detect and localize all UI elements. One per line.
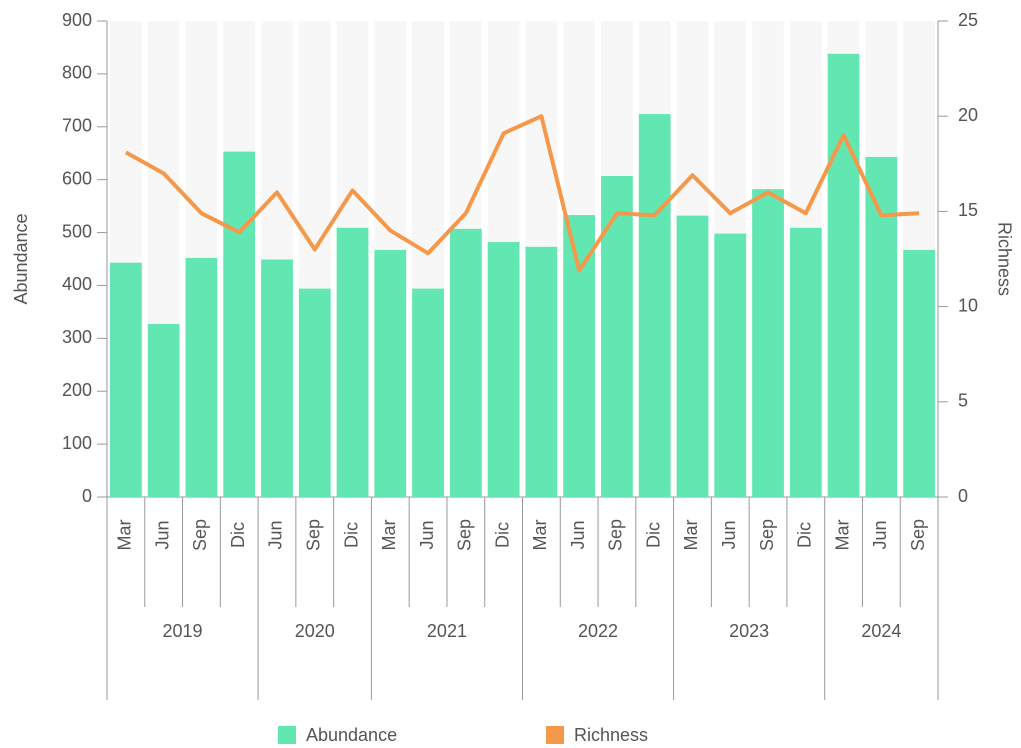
group-label: 2023 (729, 621, 769, 641)
bar (185, 257, 218, 497)
y-tick-label: 600 (62, 168, 92, 188)
bar (827, 53, 860, 498)
bar (903, 250, 935, 497)
y-tick-label: 0 (82, 486, 92, 506)
x-tick-label: Dic (643, 522, 663, 548)
x-tick-label: Dic (795, 522, 815, 548)
x-tick-label: Sep (908, 519, 928, 551)
bar (676, 215, 709, 497)
bar (223, 151, 256, 497)
x-tick-label: Mar (681, 519, 701, 550)
bar (336, 227, 369, 497)
x-tick-label: Jun (152, 520, 172, 549)
bar (525, 246, 558, 497)
x-tick-label: Sep (757, 519, 777, 551)
x-tick-label: Dic (492, 522, 512, 548)
bar (487, 242, 520, 497)
y-tick-label: 500 (62, 221, 92, 241)
y-tick-label: 200 (62, 380, 92, 400)
bar (110, 262, 142, 497)
group-label: 2021 (427, 621, 467, 641)
bar (147, 324, 180, 497)
group-label: 2019 (163, 621, 203, 641)
y-tick-label: 400 (62, 274, 92, 294)
bar (374, 250, 407, 497)
group-label: 2024 (861, 621, 901, 641)
line (124, 114, 920, 273)
x-tick-label: Jun (568, 520, 588, 549)
x-tick-label: Jun (870, 520, 890, 549)
x-tick-label: Jun (266, 520, 286, 549)
group-label: 2022 (578, 621, 618, 641)
y2-tick-label: 0 (958, 486, 968, 506)
y-tick-label: 700 (62, 116, 92, 136)
bar (261, 259, 293, 497)
x-tick-label: Sep (304, 519, 324, 551)
x-tick-label: Mar (832, 519, 852, 550)
bar (638, 114, 671, 497)
legend-label: Richness (574, 725, 648, 745)
y2-tick-label: 15 (958, 200, 978, 220)
y2-tick-label: 5 (958, 391, 968, 411)
bar (789, 227, 822, 497)
x-tick-label: Mar (115, 519, 135, 550)
bar (752, 189, 784, 498)
bar (601, 175, 633, 497)
bar (714, 233, 747, 497)
bar (865, 156, 898, 497)
bar (298, 288, 331, 497)
legend-label: Abundance (306, 725, 397, 745)
group-label: 2020 (295, 621, 335, 641)
y-tick-label: 800 (62, 63, 92, 83)
legend-swatch (546, 726, 564, 744)
y2-tick-label: 10 (958, 295, 978, 315)
y-tick-label: 100 (62, 433, 92, 453)
x-tick-label: Sep (190, 519, 210, 551)
x-tick-label: Jun (417, 520, 437, 549)
y-axis-label: Abundance (11, 213, 31, 304)
bar (449, 228, 482, 497)
bar (563, 215, 596, 497)
y2-axis-label: Richness (994, 222, 1014, 296)
x-tick-label: Dic (228, 522, 248, 548)
x-tick-label: Dic (341, 522, 361, 548)
x-tick-label: Sep (455, 519, 475, 551)
x-tick-label: Mar (379, 519, 399, 550)
x-tick-label: Sep (606, 519, 626, 551)
x-tick-label: Mar (530, 519, 550, 550)
y-tick-label: 900 (62, 10, 92, 30)
x-tick-label: Jun (719, 520, 739, 549)
y2-tick-label: 20 (958, 105, 978, 125)
y-tick-label: 300 (62, 327, 92, 347)
y2-tick-label: 25 (958, 10, 978, 30)
bar (412, 288, 444, 497)
legend-swatch (278, 726, 296, 744)
